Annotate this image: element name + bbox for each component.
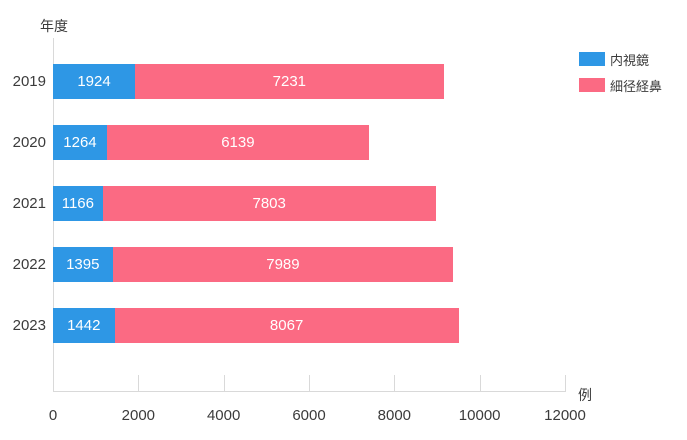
bar-value-label: 7989 [266, 256, 300, 273]
legend-swatch-transnasal [579, 78, 605, 92]
x-axis-tick-4000 [223, 375, 225, 391]
bar-segment-endoscope-2021[interactable]: 1166 [53, 186, 103, 221]
bar-segment-transnasal-2022[interactable]: 7989 [112, 247, 454, 282]
legend-swatch-endoscope [579, 52, 605, 66]
bar-value-label: 7803 [252, 195, 286, 212]
stacked-bar-2020: 1264 6139 [53, 125, 369, 160]
x-axis-tick-8000 [394, 375, 396, 391]
bar-value-label: 1442 [67, 317, 101, 334]
category-label-2023: 2023 [12, 317, 46, 334]
legend-label-endoscope: 内視鏡 [610, 52, 650, 68]
x-axis-tick-12000 [565, 375, 566, 391]
legend-item-transnasal[interactable]: 細径経鼻 [579, 78, 663, 94]
x-tick-label-0: 0 [48, 407, 58, 424]
x-tick-label-8000: 8000 [377, 407, 412, 424]
legend-label-transnasal: 細径経鼻 [610, 78, 663, 94]
x-axis-tick-6000 [309, 375, 310, 391]
category-label-2021: 2021 [12, 195, 46, 212]
bar-value-label: 6139 [221, 134, 255, 151]
stacked-bar-2021: 1166 7803 [53, 186, 436, 221]
bar-value-label: 8067 [269, 317, 304, 334]
x-axis-tick-10000 [479, 375, 481, 391]
bar-value-label: 1395 [66, 256, 100, 273]
bar-segment-transnasal-2021[interactable]: 7803 [102, 186, 436, 221]
bar-value-label: 1264 [63, 134, 97, 151]
bar-segment-endoscope-2022[interactable]: 1395 [53, 247, 113, 282]
x-axis-unit-label: 例 [578, 387, 592, 403]
stacked-bar-2019: 1924 7231 [53, 64, 444, 99]
y-axis-title: 年度 [40, 18, 68, 34]
x-tick-label-12000: 12000 [544, 407, 586, 424]
x-tick-label-6000: 6000 [292, 407, 326, 424]
stacked-bar-2023: 1442 8067 [53, 308, 459, 343]
category-label-2019: 2019 [12, 73, 46, 90]
bar-segment-transnasal-2019[interactable]: 7231 [135, 64, 444, 99]
bar-segment-transnasal-2020[interactable]: 6139 [106, 125, 369, 160]
bar-value-label: 1166 [61, 195, 94, 212]
stacked-bar-2022: 1395 7989 [53, 247, 454, 282]
category-label-2022: 2022 [12, 256, 46, 273]
category-label-2020: 2020 [12, 134, 46, 151]
x-tick-label-4000: 4000 [206, 407, 241, 424]
chart-legend: 内視鏡 細径経鼻 [579, 52, 663, 94]
bar-segment-transnasal-2023[interactable]: 8067 [114, 308, 459, 343]
x-tick-label-10000: 10000 [458, 407, 501, 424]
x-axis-tick-2000 [138, 375, 140, 391]
bar-segment-endoscope-2020[interactable]: 1264 [53, 125, 107, 160]
bar-segment-endoscope-2019[interactable]: 1924 [53, 64, 136, 99]
bar-segment-endoscope-2023[interactable]: 1442 [53, 308, 115, 343]
bar-value-label: 1924 [77, 73, 111, 90]
bar-value-label: 7231 [272, 73, 307, 90]
x-tick-label-2000: 2000 [121, 407, 156, 424]
x-axis-line [53, 391, 566, 392]
legend-item-endoscope[interactable]: 内視鏡 [579, 52, 662, 68]
